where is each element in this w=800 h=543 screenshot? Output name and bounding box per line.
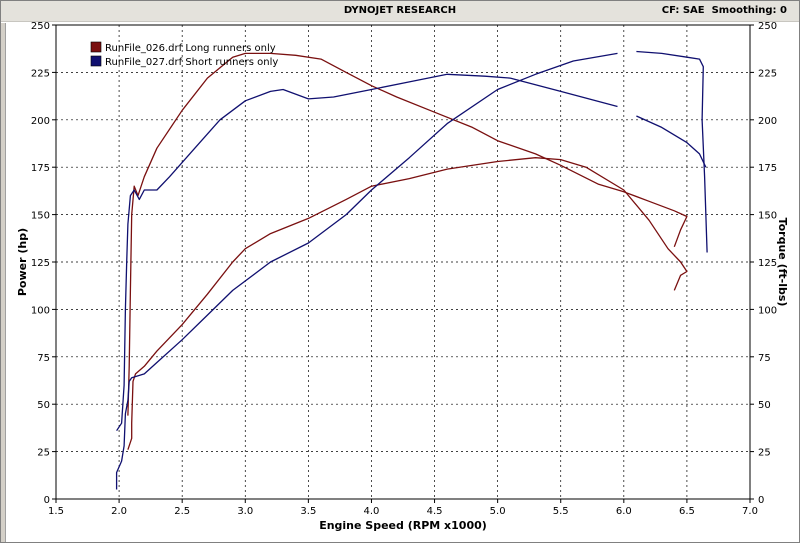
chart-legend[interactable]: RunFile_026.drf Long runners only RunFile… [90, 41, 278, 68]
x-tick-label: 3.0 [237, 506, 253, 517]
y-left-tick-label: 50 [37, 400, 50, 411]
chart-title: DYNOJET RESEARCH [343, 5, 457, 16]
series-line-1-power [127, 157, 688, 450]
legend-swatch [90, 41, 102, 53]
y-left-tick-label: 100 [31, 305, 50, 316]
legend-label: RunFile_027.drf Short runners only [105, 57, 278, 68]
y-axis-right-ticks: 0 25 50 75 100 125 150 175 200 225 250 [750, 22, 777, 506]
y-left-tick-label: 125 [31, 258, 50, 269]
x-tick-label: 6.5 [679, 506, 695, 517]
chart-series [115, 50, 708, 490]
chart-header-bar: DYNOJET RESEARCH CF: SAE Smoothing: 0 [1, 1, 799, 22]
series-line-2-torque [116, 73, 707, 432]
window-resize-grip[interactable] [1, 23, 6, 542]
legend-label: RunFile_026.drf Long runners only [105, 43, 276, 54]
y-right-tick-label: 125 [758, 258, 777, 269]
chart-settings-readout: CF: SAE Smoothing: 0 [662, 5, 787, 16]
y-left-tick-label: 150 [31, 211, 50, 222]
x-tick-label: 1.5 [48, 506, 64, 517]
y-left-tick-label: 200 [31, 116, 50, 127]
x-tick-label: 5.0 [490, 506, 506, 517]
smoothing-label: Smoothing: 0 [711, 5, 787, 16]
y-left-tick-label: 225 [31, 68, 50, 79]
y-axis-right-label: Torque (ft-lbs) [776, 218, 789, 307]
y-left-tick-label: 75 [37, 353, 50, 364]
chart-grid [56, 25, 750, 499]
y-right-tick-label: 0 [758, 495, 764, 506]
x-tick-label: 2.5 [174, 506, 190, 517]
y-left-tick-label: 250 [31, 22, 50, 32]
y-left-tick-label: 25 [37, 448, 50, 459]
y-right-tick-label: 250 [758, 22, 777, 32]
x-tick-label: 4.0 [364, 506, 380, 517]
dyno-chart: 1.5 2.0 2.5 3.0 3.5 4.0 4.5 5.0 5.5 6.0 6.5 7.0 0 25… [16, 22, 789, 532]
y-axis-left-ticks: 0 25 50 75 100 125 150 175 200 225 250 [31, 22, 56, 506]
y-right-tick-label: 25 [758, 448, 771, 459]
y-right-tick-label: 225 [758, 68, 777, 79]
y-right-tick-label: 50 [758, 400, 771, 411]
x-tick-label: 4.5 [427, 506, 443, 517]
correction-factor-label: CF: SAE [661, 5, 705, 16]
y-right-tick-label: 200 [758, 116, 777, 127]
x-tick-label: 3.5 [300, 506, 316, 517]
series-line-0-torque [127, 52, 688, 416]
x-tick-label: 2.0 [111, 506, 127, 517]
x-axis-label: Engine Speed (RPM x1000) [319, 519, 487, 532]
series-line-3-power [115, 50, 708, 490]
y-right-tick-label: 150 [758, 211, 777, 222]
x-tick-label: 6.0 [616, 506, 632, 517]
y-right-tick-label: 100 [758, 305, 777, 316]
x-axis-ticks: 1.5 2.0 2.5 3.0 3.5 4.0 4.5 5.0 5.5 6.0 6.5 7.0 [48, 499, 758, 517]
y-left-tick-label: 175 [31, 163, 50, 174]
y-left-tick-label: 0 [44, 495, 50, 506]
x-tick-label: 7.0 [742, 506, 758, 517]
y-axis-left-label: Power (hp) [16, 228, 29, 296]
y-right-tick-label: 75 [758, 353, 771, 364]
x-tick-label: 5.5 [553, 506, 569, 517]
legend-swatch [90, 55, 102, 67]
y-right-tick-label: 175 [758, 163, 777, 174]
